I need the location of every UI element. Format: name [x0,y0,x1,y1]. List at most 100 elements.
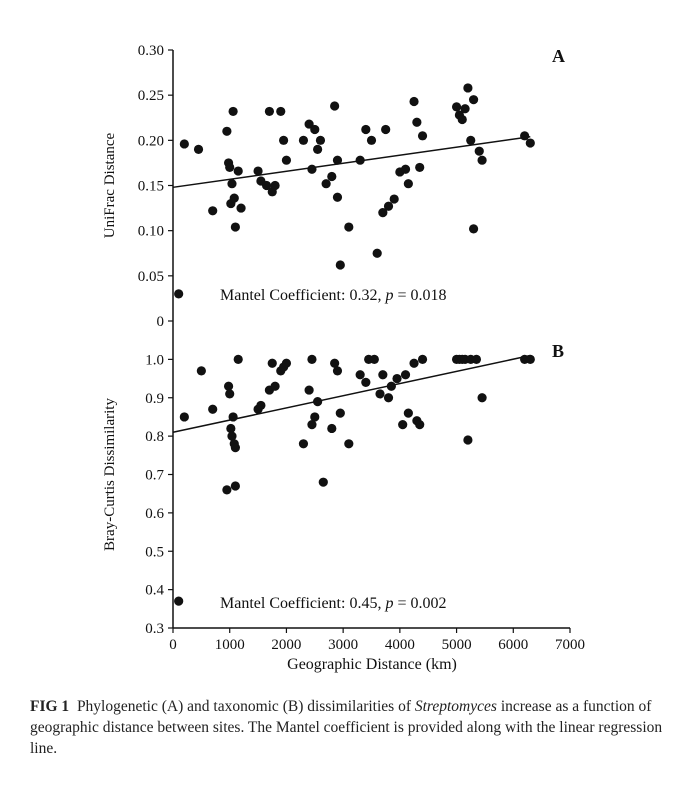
data-point [378,208,388,218]
x-tick-label: 0 [169,637,177,653]
data-point [369,354,379,364]
x-tick-label: 1000 [215,637,245,653]
data-point [477,155,487,165]
data-point [403,179,413,189]
panel-a: 0 0.05 0.10 0.15 0.20 0.25 0.30 UniFrac Distanc… [102,43,565,330]
data-point [344,439,354,449]
data-point [278,135,289,145]
data-point [321,179,331,189]
data-point [236,203,246,213]
data-point [264,106,275,117]
data-point [253,166,263,176]
x-axis-label: Geographic Distance (km) [287,656,457,673]
data-point [525,138,535,148]
data-point [355,370,365,380]
figure-caption-text-end: increase as a function of geographic dis… [30,698,663,757]
figure-caption-text-start: Phylogenetic (A) and taxonomic (B) dissi… [76,698,415,715]
data-point [222,126,232,136]
data-point [208,206,218,216]
data-point [208,404,218,414]
panel-letter: A [552,46,565,66]
data-point [223,381,234,391]
y-axis-label: Bray-Curtis Dissimilarity [102,398,118,551]
data-point [227,179,237,189]
data-point [281,155,292,165]
data-point [403,408,413,418]
x-tick-label: 6000 [498,637,528,653]
data-point [451,102,462,112]
y-axis-label: UniFrac Distance [102,132,118,238]
y-tick-label: 0.8 [145,429,164,445]
data-point [267,358,277,368]
data-point [457,114,467,125]
data-point [366,135,377,145]
data-point [381,124,391,135]
data-point [174,289,184,299]
data-point [417,131,428,141]
y-tick-label: 0.4 [145,583,164,599]
data-point [281,358,292,368]
y-tick-label: 0.15 [138,179,164,195]
y-tick-label: 0.3 [145,621,164,637]
data-point [477,393,487,403]
x-tick-label: 7000 [555,637,585,653]
data-point [372,248,382,258]
data-point [466,135,476,145]
data-point [225,162,235,173]
data-point [256,400,266,411]
data-point [417,354,428,364]
y-tick-label: 0.7 [145,468,164,484]
data-point [361,377,371,387]
data-point [361,124,371,135]
data-point [327,171,337,182]
data-point [415,162,425,173]
x-tick-label: 4000 [385,637,415,653]
data-point [307,354,317,364]
data-point [233,166,243,176]
data-point [233,354,243,364]
data-point [307,164,317,174]
data-point [332,192,343,202]
data-point [335,260,345,270]
figure-caption-label: FIG 1 [30,698,70,715]
data-point [332,155,343,165]
data-point [318,477,328,487]
data-point [230,481,240,491]
data-point [228,412,238,422]
data-point [227,431,237,441]
data-point [463,435,473,445]
data-point [525,354,535,364]
data-point [386,381,396,391]
x-tick-label: 2000 [271,637,301,653]
data-point [330,101,340,111]
y-tick-label: 0.05 [138,269,164,285]
panel-b: 0.3 0.4 0.5 0.6 0.7 0.8 0.9 1.0 Bray-Curtis Diss… [102,321,585,673]
data-point [179,412,189,422]
data-point [383,201,394,211]
y-tick-label: 1.0 [145,352,164,368]
data-point [400,370,411,380]
data-point [261,180,272,191]
data-point [270,381,280,391]
y-tick-label: 0.20 [138,133,164,149]
x-tick-label: 5000 [442,637,472,653]
data-point [327,423,337,434]
y-tick-label: 0.10 [138,224,164,240]
data-point [520,131,530,141]
data-point [332,366,343,376]
y-tick-label: 0.25 [138,88,164,104]
data-point [230,222,240,232]
data-point [471,354,482,364]
data-point [460,104,470,114]
data-point [355,155,365,165]
data-point [313,144,323,154]
data-point [228,106,238,117]
data-point [392,373,402,384]
data-point [389,194,399,204]
data-point [298,135,309,145]
data-point [270,180,280,191]
data-point [412,117,422,127]
data-point [463,83,473,93]
data-point [400,164,411,174]
